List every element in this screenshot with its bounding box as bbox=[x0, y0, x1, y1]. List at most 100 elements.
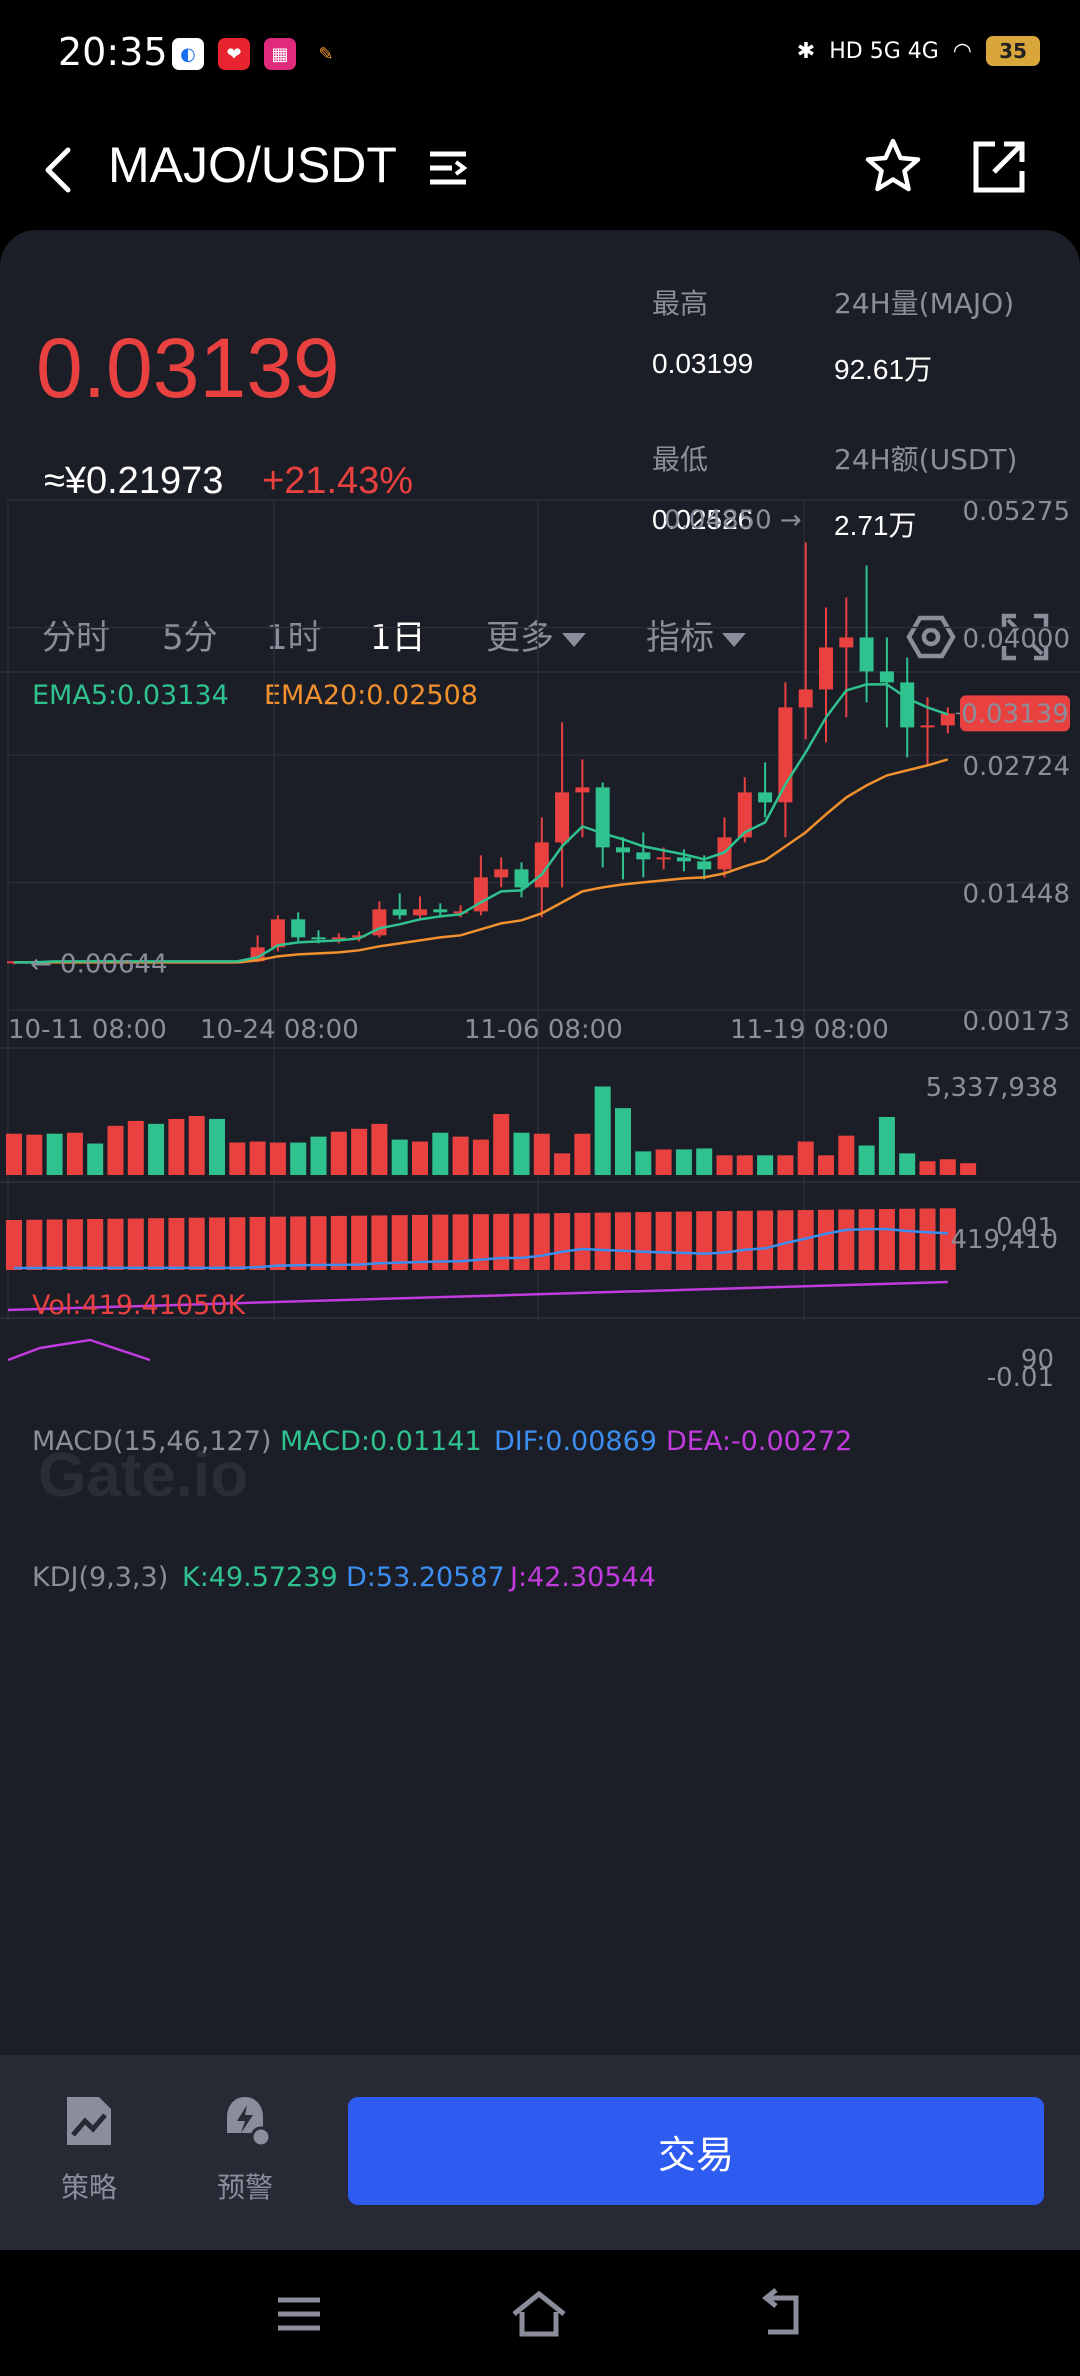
axis-labels: 0.05275 0.04000 0.02724 0.01448 0.00173 10-11… bbox=[8, 497, 1070, 1393]
low-value: 0.02526 bbox=[652, 504, 754, 535]
macd-hist-bar bbox=[229, 1217, 246, 1270]
macd-hist-bar bbox=[188, 1217, 205, 1270]
candle-body bbox=[433, 909, 448, 913]
volume-bar bbox=[26, 1134, 43, 1175]
back-arrow-icon[interactable] bbox=[34, 140, 84, 200]
kdj-name: KDJ(9,3,3) bbox=[32, 1562, 169, 1593]
home-icon[interactable] bbox=[504, 2284, 574, 2344]
low-price-marker: ← 0.00644 bbox=[30, 949, 168, 979]
volume-bar bbox=[635, 1151, 652, 1175]
top-nav: MAJO/USDT bbox=[0, 110, 1080, 230]
favorite-star-icon[interactable] bbox=[862, 136, 924, 198]
macd-hist-bar bbox=[493, 1213, 510, 1270]
share-icon[interactable] bbox=[968, 136, 1030, 198]
macd-hist-bar bbox=[371, 1215, 388, 1270]
macd-hist-bar bbox=[472, 1214, 489, 1270]
macd-hist-bar bbox=[310, 1216, 327, 1270]
volume-bar bbox=[696, 1148, 713, 1175]
candle-body bbox=[920, 725, 935, 728]
macd-hist-bar bbox=[66, 1219, 83, 1270]
candle-body bbox=[839, 637, 854, 648]
macd-hist-bar bbox=[26, 1219, 43, 1270]
strategy-button[interactable]: 策略 bbox=[34, 2091, 144, 2206]
volume-bar bbox=[351, 1128, 368, 1175]
volume-max-label: 5,337,938 bbox=[926, 1073, 1058, 1103]
high-price-marker: 0.04850 → bbox=[664, 505, 802, 535]
macd-hist-bar bbox=[107, 1218, 124, 1270]
macd-hist-bar bbox=[858, 1209, 875, 1270]
volume-bar bbox=[472, 1139, 489, 1175]
ema20-label: EMA20:0.02508 bbox=[264, 680, 478, 711]
macd-ytop-label: 0.01 bbox=[996, 1213, 1054, 1243]
candle-body bbox=[270, 919, 285, 948]
volume-bar bbox=[432, 1132, 449, 1175]
bottom-action-bar: 策略 预警 交易 bbox=[0, 2055, 1080, 2250]
macd-hist-bar bbox=[919, 1208, 936, 1270]
volume-layer bbox=[6, 1086, 977, 1175]
volume-bar bbox=[66, 1132, 83, 1175]
candle-body bbox=[291, 919, 306, 938]
alert-bell-icon bbox=[227, 2097, 272, 2148]
kdj-layer bbox=[7, 1338, 151, 1362]
volume-bar bbox=[594, 1086, 611, 1175]
back-icon[interactable] bbox=[744, 2284, 814, 2344]
volume-bar bbox=[269, 1142, 286, 1175]
app-notification-icon: ✎ bbox=[318, 43, 334, 65]
candle-body bbox=[473, 877, 488, 912]
volume-24h-value: 92.61万 bbox=[834, 354, 933, 385]
fullscreen-icon[interactable] bbox=[1000, 612, 1050, 662]
volume-bar bbox=[615, 1108, 631, 1175]
pair-title[interactable]: MAJO/USDT bbox=[108, 137, 397, 193]
candle-body bbox=[453, 911, 468, 914]
battery-icon: 35 bbox=[986, 36, 1040, 66]
volume-bar bbox=[777, 1155, 794, 1175]
macd-hist-bar bbox=[46, 1219, 63, 1270]
volume-bar bbox=[858, 1145, 875, 1175]
volume-bar bbox=[412, 1141, 428, 1175]
macd-hist-bar bbox=[290, 1216, 307, 1270]
ema5-label: EMA5:0.03134 bbox=[32, 680, 229, 711]
y-tick-label: 0.05275 bbox=[962, 497, 1070, 527]
volume-bar bbox=[229, 1142, 246, 1175]
wifi-icon: ◠ bbox=[952, 38, 972, 64]
dea-line bbox=[7, 1280, 948, 1312]
candle-body bbox=[534, 842, 549, 888]
high-label: 最高 bbox=[652, 287, 709, 320]
candle-body bbox=[676, 857, 691, 862]
chevron-down-icon bbox=[562, 632, 586, 647]
macd-hist-bar bbox=[878, 1209, 895, 1270]
settings-hexagon-icon[interactable] bbox=[906, 612, 956, 662]
candle-body bbox=[819, 647, 833, 690]
chart-grid bbox=[0, 499, 1080, 1320]
pair-list-icon[interactable] bbox=[426, 146, 470, 190]
candle-body bbox=[616, 847, 630, 853]
tab-1hour[interactable]: 1时 bbox=[266, 618, 322, 658]
volume-bar bbox=[6, 1133, 22, 1175]
trade-button[interactable]: 交易 bbox=[348, 2097, 1044, 2205]
y-tick-label: 0.04000 bbox=[962, 625, 1070, 655]
watermark-logo: Gate.io bbox=[38, 1441, 249, 1510]
macd-hist-bar bbox=[412, 1214, 428, 1270]
menu-icon[interactable] bbox=[264, 2284, 334, 2344]
macd-hist-bar bbox=[513, 1213, 530, 1270]
macd-hist-bar bbox=[452, 1214, 469, 1270]
tab-1day[interactable]: 1日 bbox=[370, 618, 426, 658]
price-change: +21.43% bbox=[262, 460, 414, 502]
volume-bar bbox=[818, 1155, 834, 1175]
tab-more[interactable]: 更多 bbox=[486, 610, 586, 659]
macd-hist-bar bbox=[127, 1218, 144, 1270]
tab-timeshare[interactable]: 分时 bbox=[42, 618, 110, 658]
macd-hist-bar bbox=[939, 1208, 956, 1270]
app-notification-icon: ◐ bbox=[172, 38, 204, 70]
alert-button[interactable]: 预警 bbox=[190, 2091, 300, 2206]
amount-24h-label: 24H额(USDT) bbox=[834, 443, 1018, 476]
candle-body bbox=[737, 792, 752, 838]
candlestick-chart[interactable]: 0.05275 0.04000 0.02724 0.01448 0.00173 10-11… bbox=[0, 230, 1080, 2075]
low-label: 最低 bbox=[652, 443, 709, 476]
status-bar: 20:35 ◐ ❤ ▦ ✎ ✱ HD 5G 4G ◠ 35 bbox=[0, 0, 1080, 110]
tab-indicators[interactable]: 指标 bbox=[646, 610, 746, 659]
candle-body bbox=[859, 637, 874, 672]
dif-line bbox=[14, 1227, 948, 1270]
tab-5min[interactable]: 5分 bbox=[162, 618, 218, 658]
macd-hist-bar bbox=[168, 1217, 185, 1270]
